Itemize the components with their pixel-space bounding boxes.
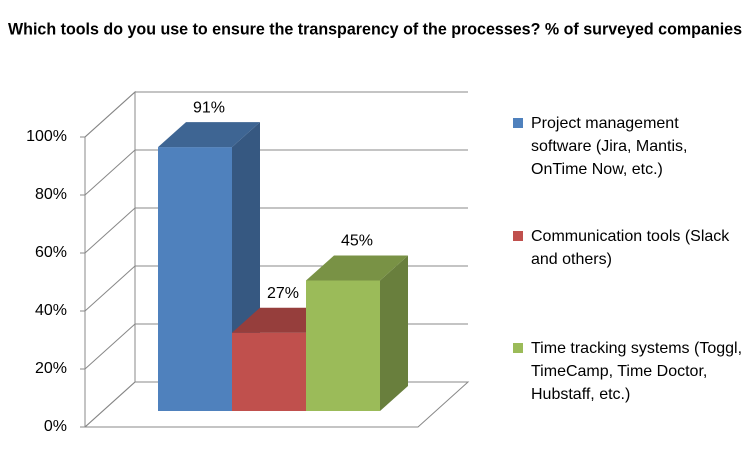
legend-swatch [513, 118, 523, 128]
data-label: 27% [267, 285, 299, 302]
bar [158, 147, 232, 411]
data-label: 91% [193, 99, 225, 116]
y-tick-label: 20% [35, 360, 67, 377]
y-tick-label: 100% [26, 128, 67, 145]
legend-label: Time tracking systems (Toggl, TimeCamp, … [531, 340, 743, 403]
bar-top [158, 122, 260, 148]
bar [306, 280, 380, 411]
data-label: 45% [341, 233, 373, 250]
grid-line [84, 91, 468, 138]
y-tick-label: 80% [35, 186, 67, 203]
legend-swatch [513, 343, 523, 353]
legend-label: Communication tools (Slack and others) [531, 228, 730, 268]
chart-title: Which tools do you use to ensure the tra… [8, 19, 742, 38]
y-tick-label: 60% [35, 244, 67, 261]
bar [232, 332, 306, 411]
legend-item: Communication tools (Slack and others) [513, 225, 743, 271]
bar-top [306, 255, 408, 281]
side-wall [84, 90, 136, 427]
grid-line [84, 207, 468, 254]
y-tick-label: 40% [35, 302, 67, 319]
legend-item: Time tracking systems (Toggl, TimeCamp, … [513, 337, 743, 406]
bar-side [380, 255, 408, 411]
grid-line [84, 149, 468, 196]
legend-label: Project management software (Jira, Manti… [531, 115, 688, 178]
legend-swatch [513, 231, 523, 241]
legend-item: Project management software (Jira, Manti… [513, 112, 743, 181]
y-tick-label: 0% [44, 418, 67, 435]
